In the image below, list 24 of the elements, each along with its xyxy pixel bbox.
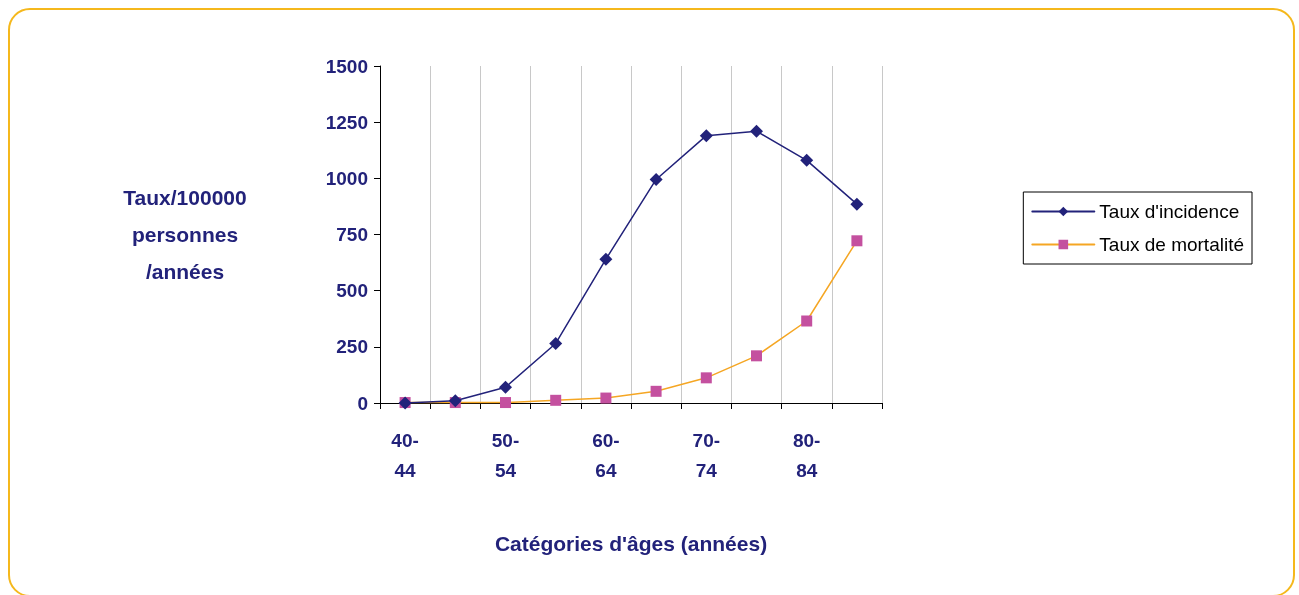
y-tick-label: 0 <box>357 392 368 414</box>
point <box>649 172 663 186</box>
x-tick-label: 60-64 <box>592 429 620 481</box>
point <box>750 124 763 138</box>
y-tick-label: 750 <box>336 224 368 245</box>
y-tick-label: 250 <box>336 336 368 358</box>
y-tick-label: 1000 <box>325 167 368 189</box>
point <box>549 336 563 350</box>
point <box>800 153 814 167</box>
legend-label: Taux de mortalité <box>1099 234 1245 255</box>
point <box>499 380 512 394</box>
y-tick-label: 500 <box>336 280 368 302</box>
x-tick-label: 80-84 <box>792 429 821 481</box>
y-axis-title: Taux/100000 personnes /années <box>123 186 247 283</box>
x-tick-label: 50-54 <box>491 429 520 481</box>
legend-label: Taux d'incidence <box>1099 201 1240 222</box>
point <box>850 197 864 211</box>
point <box>699 129 713 143</box>
x-tick-label: 70-74 <box>692 429 721 481</box>
y-tick-label: 1250 <box>325 111 368 133</box>
y-tick-label: 1500 <box>325 55 368 77</box>
x-axis-title: Catégories d'âges (années) <box>494 532 768 555</box>
point <box>599 252 613 266</box>
x-tick-label: 40-44 <box>391 429 419 481</box>
